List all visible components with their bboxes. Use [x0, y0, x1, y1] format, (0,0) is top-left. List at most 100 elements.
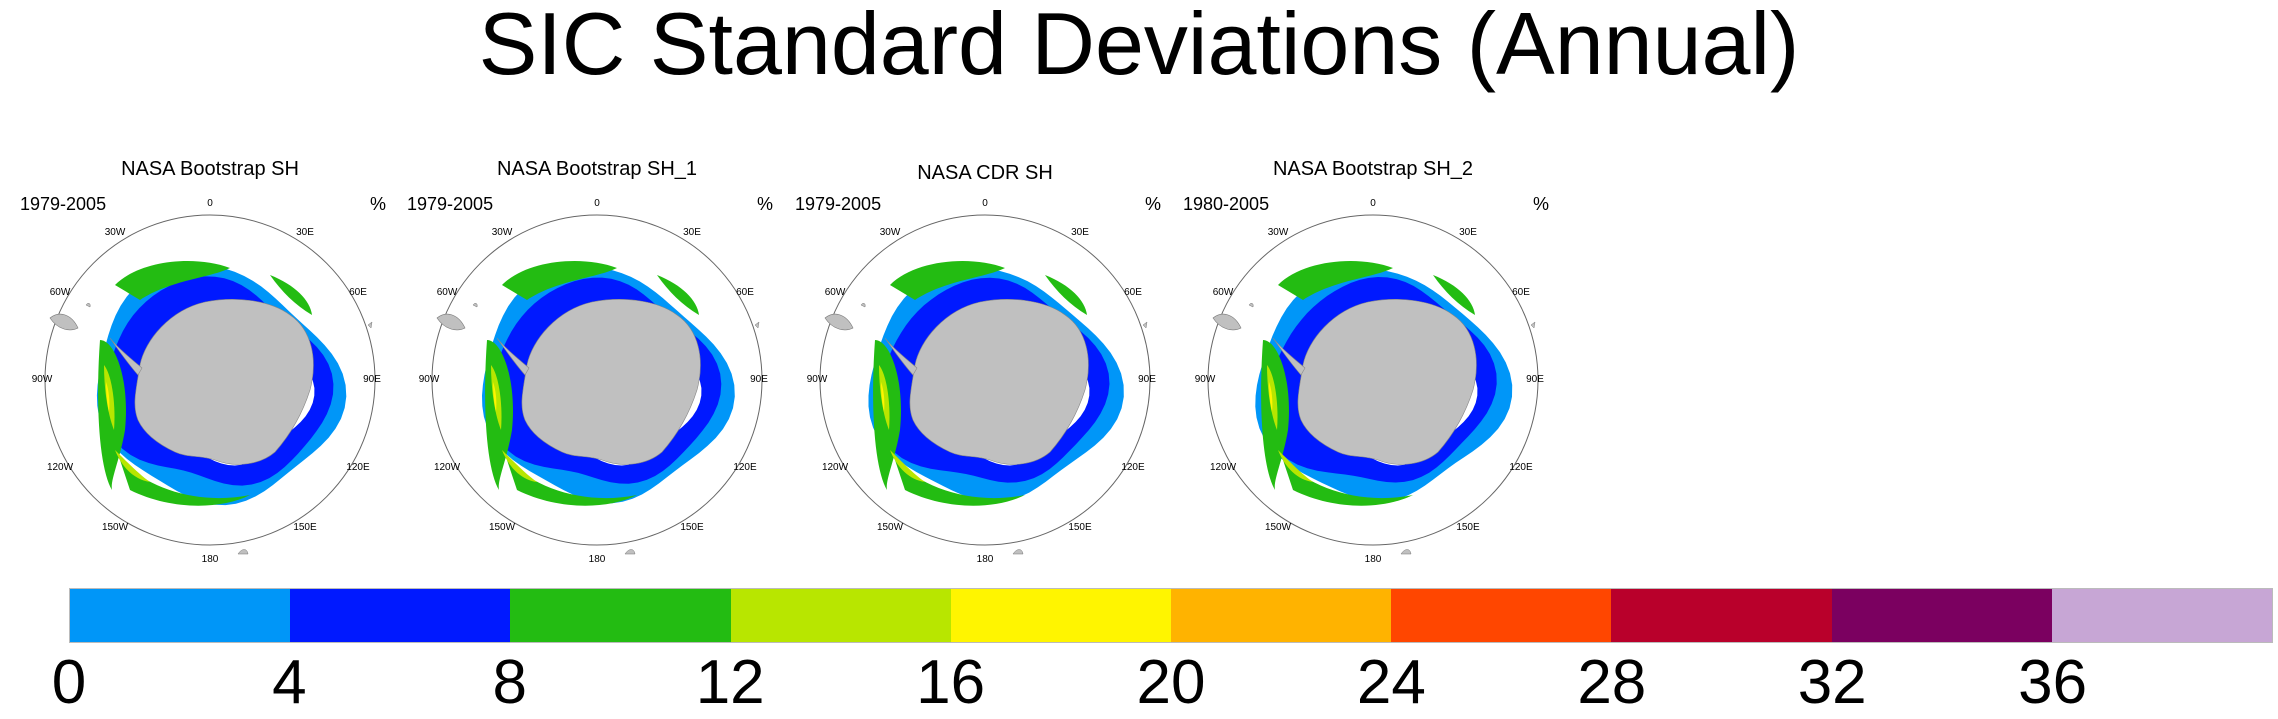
kerguelen-island	[1530, 321, 1536, 329]
map-panel: NASA Bootstrap SH_2 1980-2005 % 0 30E 60E 9…	[1183, 150, 1563, 565]
longitude-label: 90E	[1526, 374, 1544, 385]
longitude-label: 90E	[363, 374, 381, 385]
sic-band-8-12	[270, 275, 312, 315]
sic-band-8-12	[895, 460, 1025, 506]
longitude-label: 60W	[1213, 287, 1234, 298]
polar-map: 0 30E 60E 90E 120E 150E 180 150W 120W 90W 60W 30W	[1195, 198, 1545, 565]
longitude-label: 180	[1365, 554, 1382, 565]
longitude-label: 90W	[1195, 374, 1216, 385]
colorbar-tick-label: 28	[1577, 648, 1647, 717]
panel-unit: %	[369, 194, 386, 214]
longitude-label: 120W	[1210, 462, 1237, 473]
colorbar-segment	[510, 589, 731, 642]
longitude-label: 150E	[1068, 522, 1092, 533]
longitude-label: 90E	[1138, 374, 1156, 385]
new-zealand-tip	[237, 549, 249, 555]
longitude-label: 30E	[1459, 227, 1477, 238]
sic-band-16-20	[493, 382, 497, 412]
panel-years: 1979-2005	[20, 194, 107, 214]
colorbar-segment	[730, 589, 951, 642]
antarctic-peninsula	[884, 337, 918, 376]
new-zealand-tip	[1012, 549, 1024, 555]
map-frame	[819, 214, 1151, 546]
longitude-label: 30W	[492, 227, 513, 238]
longitude-label: 0	[594, 198, 600, 209]
panel-title: NASA Bootstrap SH_1	[496, 158, 698, 180]
colorbar-segment	[1611, 589, 1832, 642]
longitude-label: 120E	[1509, 462, 1533, 473]
panel-unit: %	[756, 194, 773, 214]
antarctic-peninsula	[496, 337, 530, 376]
sic-band-8-12	[890, 261, 1005, 300]
longitude-label: 60E	[349, 287, 367, 298]
colorbar-tick-label: 16	[916, 648, 986, 717]
antarctica-landmass	[909, 299, 1089, 465]
longitude-label: 60W	[437, 287, 458, 298]
colorbar-segment	[1831, 589, 2052, 642]
panel-years: 1980-2005	[1183, 194, 1270, 214]
longitude-label: 60E	[1512, 287, 1530, 298]
longitude-label: 150E	[293, 522, 317, 533]
south-america-tip	[436, 313, 466, 331]
falkland-islands	[1248, 303, 1254, 308]
map-frame	[44, 214, 376, 546]
longitude-label: 120W	[434, 462, 461, 473]
colorbar-tick-label: 12	[695, 648, 765, 717]
panel-years: 1979-2005	[795, 194, 882, 214]
colorbar-segment	[1391, 589, 1612, 642]
longitude-label: 60E	[1124, 287, 1142, 298]
falkland-islands	[860, 303, 866, 308]
map-frame	[431, 214, 763, 546]
colorbar-tick-label: 0	[51, 648, 87, 717]
falkland-islands	[472, 303, 478, 308]
sic-band-8-12	[1045, 275, 1087, 315]
south-america-tip	[1212, 313, 1242, 331]
panel-unit: %	[1144, 194, 1161, 214]
longitude-label: 180	[589, 554, 606, 565]
longitude-label: 120E	[1121, 462, 1145, 473]
sic-band-12-16	[491, 365, 502, 430]
falkland-islands	[85, 303, 91, 308]
south-america-tip	[824, 313, 854, 331]
south-america-tip	[49, 313, 79, 331]
sic-band-16-20	[1269, 382, 1273, 412]
colorbar-tick-label: 8	[492, 648, 528, 717]
longitude-label: 30W	[1268, 227, 1289, 238]
longitude-label: 30E	[296, 227, 314, 238]
longitude-label: 60W	[825, 287, 846, 298]
sic-band-12-16	[1267, 365, 1278, 430]
colorbar-tick-label: 20	[1136, 648, 1206, 717]
antarctica-landmass	[521, 299, 701, 465]
sic-band-8-12	[657, 275, 699, 315]
kerguelen-island	[367, 321, 373, 329]
longitude-label: 30E	[1071, 227, 1089, 238]
longitude-label: 150W	[489, 522, 516, 533]
sic-band-12-16	[879, 365, 890, 430]
longitude-label: 90W	[419, 374, 440, 385]
colorbar-segment	[950, 589, 1172, 642]
longitude-label: 60W	[50, 287, 71, 298]
longitude-label: 90E	[750, 374, 768, 385]
longitude-label: 120W	[822, 462, 849, 473]
map-panel: NASA Bootstrap SH 1979-2005 % 0 30E 60E 90E…	[20, 150, 400, 565]
colorbar-tick-label: 4	[272, 648, 307, 717]
sic-band-8-12	[507, 460, 637, 506]
antarctica-landmass	[134, 299, 314, 465]
colorbar-segment	[2051, 589, 2273, 642]
longitude-label: 30W	[880, 227, 901, 238]
colorbar-segment	[290, 589, 511, 642]
kerguelen-island	[754, 321, 760, 329]
longitude-label: 180	[977, 554, 994, 565]
longitude-label: 30W	[105, 227, 126, 238]
longitude-label: 120W	[47, 462, 74, 473]
sic-band-12-16	[104, 365, 115, 430]
panel-title: NASA CDR SH	[917, 162, 1053, 184]
colorbar-tick-label: 24	[1356, 648, 1426, 717]
sic-band-8-12	[120, 460, 250, 506]
longitude-label: 0	[207, 198, 213, 209]
panel-title: NASA Bootstrap SH_2	[1272, 158, 1474, 180]
colorbar-tick-label: 32	[1797, 648, 1867, 717]
antarctica-landmass	[1297, 299, 1477, 465]
longitude-label: 150W	[102, 522, 129, 533]
longitude-label: 90W	[32, 374, 53, 385]
